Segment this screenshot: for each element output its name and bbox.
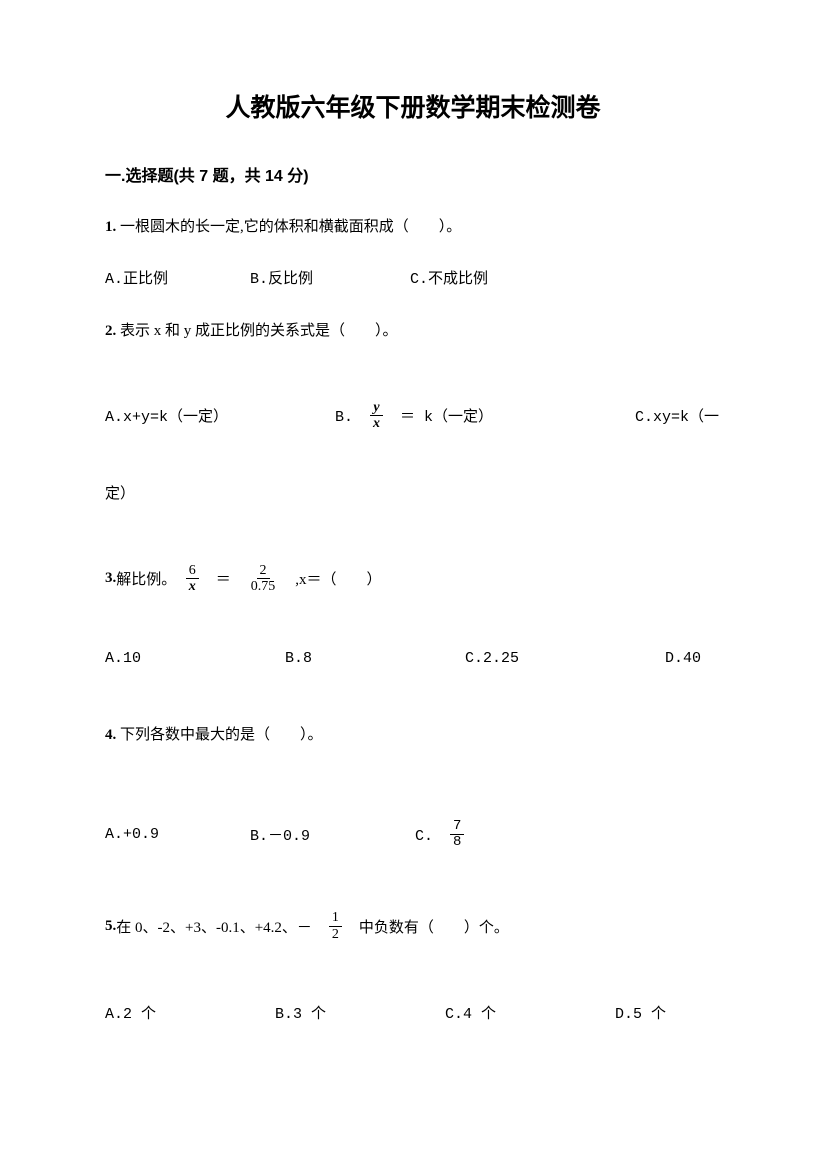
q3-options: A.10 B.8 C.2.25 D.40 <box>105 650 721 667</box>
q5-text-start: 在 0、-2、+3、-0.1、+4.2、－ <box>116 916 327 937</box>
q2-opt-b-prefix: B. <box>335 405 368 426</box>
q3-number: 3. <box>105 570 116 587</box>
q2-opt-b: B. y x ＝ k（一定） <box>335 400 635 432</box>
q5-options: A.2 个 B.3 个 C.4 个 D.5 个 <box>105 1002 721 1023</box>
q3-text-start: 解比例。 <box>116 568 184 589</box>
question-5: 5. 在 0、-2、+3、-0.1、+4.2、－ 1 2 中负数有（ ）个。 <box>105 910 721 942</box>
q4-text: 下列各数中最大的是（ ）。 <box>120 727 323 743</box>
section-1-header: 一.选择题(共 7 题，共 14 分) <box>105 162 721 186</box>
q4-options: A.+0.9 B.－0.9 C. 7 8 <box>105 819 721 851</box>
q3-frac1-den: x <box>186 579 199 594</box>
q1-text: 一根圆木的长一定,它的体积和横截面积成（ ）。 <box>120 219 461 235</box>
q2-text: 表示 x 和 y 成正比例的关系式是（ ）。 <box>120 323 398 339</box>
q1-number: 1. <box>105 219 116 235</box>
q5-opt-a: A.2 个 <box>105 1002 275 1023</box>
q5-frac-den: 2 <box>329 927 342 942</box>
q4-opt-b: B.－0.9 <box>250 824 415 845</box>
q2-opt-c: C.xy=k（一 <box>635 405 719 426</box>
q4-number: 4. <box>105 727 116 743</box>
q1-options: A.正比例 B.反比例 C.不成比例 <box>105 267 721 288</box>
q3-frac2-num: 2 <box>257 563 270 579</box>
q2-fraction: y x <box>370 400 383 432</box>
q3-fraction-1: 6 x <box>186 563 199 595</box>
q5-number: 5. <box>105 918 116 935</box>
q3-frac1-num: 6 <box>186 563 199 579</box>
q1-opt-b: B.反比例 <box>250 267 410 288</box>
q4-opt-c: C. 7 8 <box>415 819 466 851</box>
q5-frac-num: 1 <box>329 910 342 926</box>
q5-fraction: 1 2 <box>329 910 342 942</box>
q1-opt-c: C.不成比例 <box>410 267 488 288</box>
q3-opt-a: A.10 <box>105 650 285 667</box>
q3-frac2-den: 0.75 <box>248 579 279 594</box>
q5-opt-b: B.3 个 <box>275 1002 445 1023</box>
q4-opt-a: A.+0.9 <box>105 826 250 843</box>
q2-frac-num: y <box>370 400 382 416</box>
q4-frac-num: 7 <box>450 819 464 835</box>
q2-opt-b-suffix: ＝ k（一定） <box>385 405 493 426</box>
q3-opt-b: B.8 <box>285 650 465 667</box>
q3-fraction-2: 2 0.75 <box>248 563 279 595</box>
q4-fraction: 7 8 <box>450 819 464 851</box>
q2-options: A.x+y=k（一定） B. y x ＝ k（一定） C.xy=k（一 <box>105 400 721 432</box>
q3-opt-c: C.2.25 <box>465 650 665 667</box>
q4-frac-den: 8 <box>450 835 464 850</box>
question-3: 3. 解比例。 6 x ＝ 2 0.75 ,x＝（ ） <box>105 563 721 595</box>
question-2: 2. 表示 x 和 y 成正比例的关系式是（ ）。 <box>105 318 721 345</box>
q2-opt-c-cont: 定） <box>105 482 721 503</box>
q5-text-end: 中负数有（ ）个。 <box>344 916 509 937</box>
q3-opt-d: D.40 <box>665 650 701 667</box>
exam-title: 人教版六年级下册数学期末检测卷 <box>105 88 721 124</box>
q1-opt-a: A.正比例 <box>105 267 250 288</box>
q4-opt-c-prefix: C. <box>415 824 448 845</box>
q2-number: 2. <box>105 323 116 339</box>
q2-frac-den: x <box>370 416 383 431</box>
question-4: 4. 下列各数中最大的是（ ）。 <box>105 722 721 749</box>
q2-opt-a: A.x+y=k（一定） <box>105 405 335 426</box>
q5-opt-c: C.4 个 <box>445 1002 615 1023</box>
q3-text-end: ,x＝（ ） <box>280 568 381 589</box>
q5-opt-d: D.5 个 <box>615 1002 666 1023</box>
q3-eq: ＝ <box>201 568 246 589</box>
question-1: 1. 一根圆木的长一定,它的体积和横截面积成（ ）。 <box>105 214 721 241</box>
